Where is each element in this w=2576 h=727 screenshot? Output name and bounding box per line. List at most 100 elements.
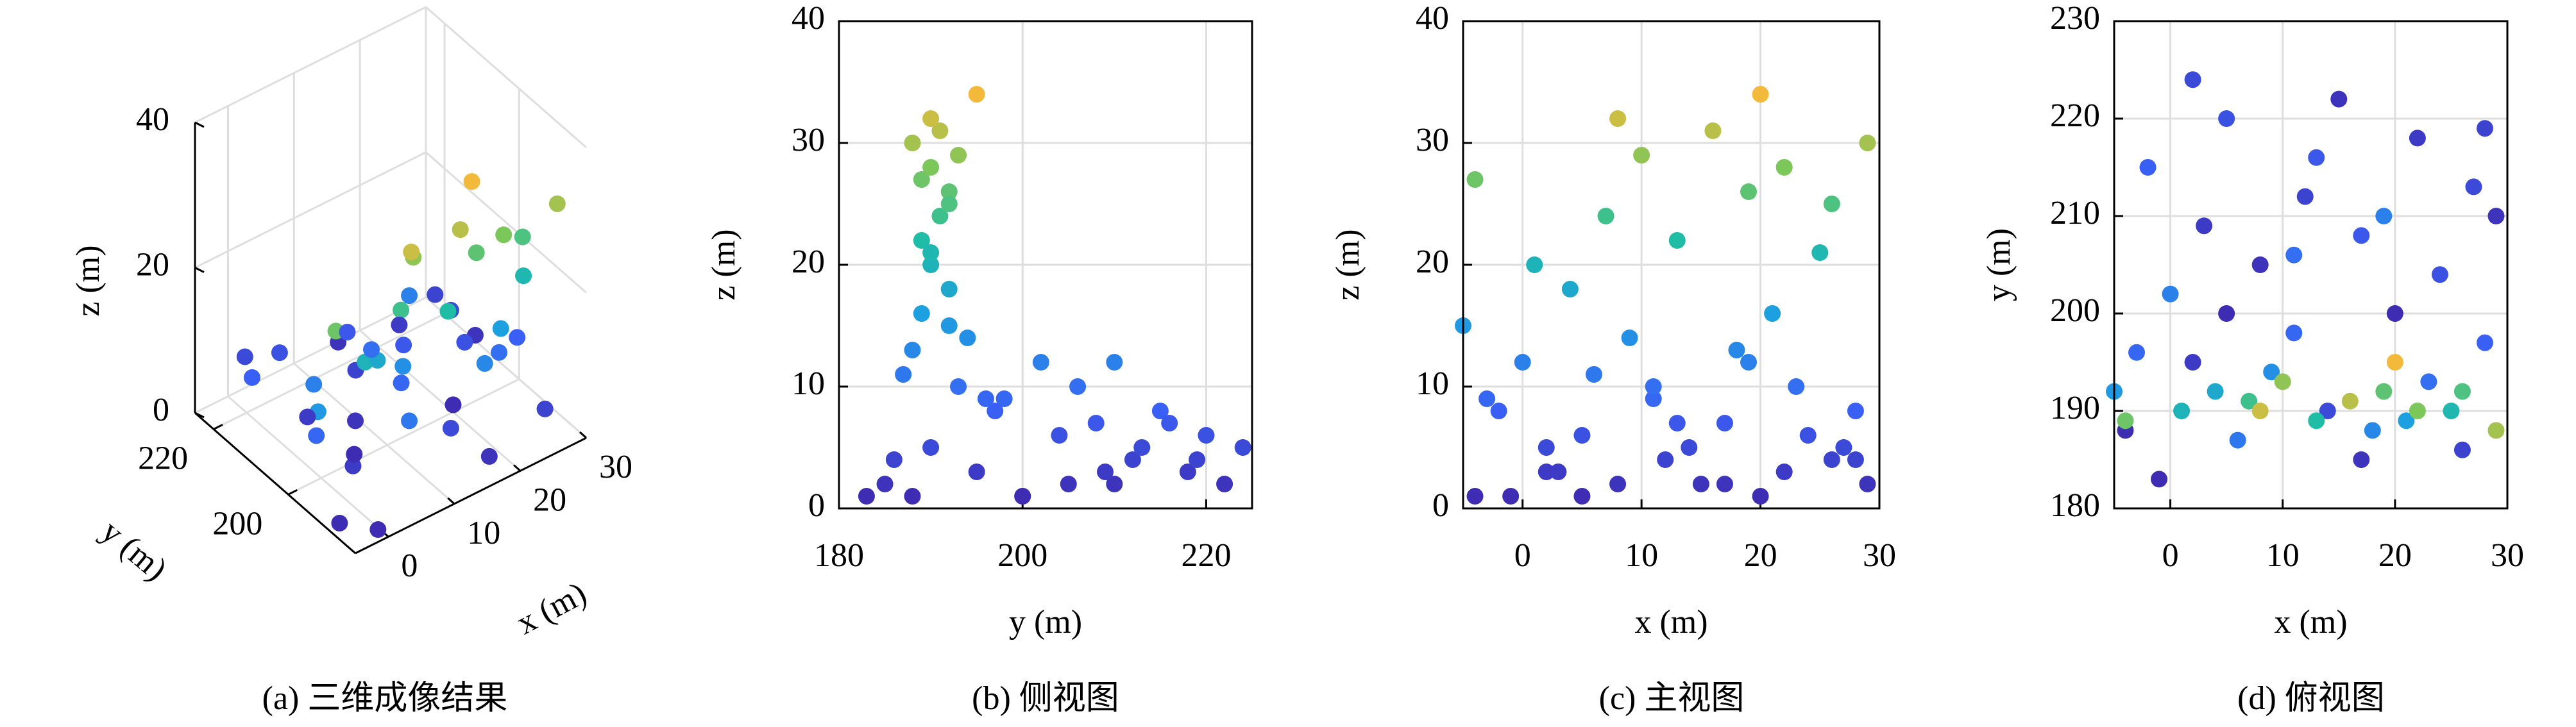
y-tick-label: 220 bbox=[2050, 97, 2100, 134]
point bbox=[2341, 392, 2359, 410]
point bbox=[2308, 149, 2325, 166]
caption: (d) 俯视图 bbox=[2237, 680, 2385, 717]
point bbox=[536, 400, 554, 417]
point bbox=[1668, 415, 1686, 431]
axes-box bbox=[838, 20, 1253, 510]
point bbox=[931, 122, 949, 139]
x-tick-label: 20 bbox=[1744, 537, 1777, 574]
y-axis-label: z (m) bbox=[1330, 229, 1366, 300]
point bbox=[2443, 403, 2460, 419]
point bbox=[940, 281, 958, 297]
z-axis-label: z (m) bbox=[70, 245, 106, 316]
y-axis-label: z (m) bbox=[706, 229, 742, 300]
point bbox=[2487, 208, 2505, 224]
point bbox=[1585, 366, 1602, 383]
point bbox=[2296, 188, 2314, 205]
point bbox=[468, 244, 485, 262]
point bbox=[2487, 422, 2505, 439]
point bbox=[394, 358, 412, 375]
point bbox=[1514, 354, 1531, 371]
point bbox=[2353, 227, 2370, 244]
point bbox=[357, 353, 374, 371]
point bbox=[2386, 305, 2403, 322]
point bbox=[445, 396, 462, 414]
point bbox=[1847, 451, 1864, 468]
point bbox=[1097, 464, 1114, 480]
x-tick-label: 0 bbox=[2162, 537, 2179, 574]
point bbox=[1189, 451, 1206, 468]
point bbox=[427, 286, 444, 303]
point bbox=[2196, 217, 2213, 235]
point bbox=[940, 196, 958, 212]
x-tick bbox=[513, 464, 521, 472]
point bbox=[977, 390, 994, 407]
axes-box bbox=[1462, 20, 1881, 510]
point bbox=[1775, 159, 1793, 176]
point bbox=[495, 226, 513, 244]
point bbox=[950, 147, 967, 163]
point bbox=[922, 256, 940, 273]
point bbox=[1823, 451, 1840, 468]
point bbox=[922, 439, 940, 456]
point bbox=[2308, 412, 2325, 430]
point bbox=[456, 333, 473, 351]
point bbox=[2251, 403, 2269, 419]
x-tick bbox=[579, 431, 588, 439]
point bbox=[463, 173, 480, 190]
z-tick-label: 0 bbox=[153, 392, 169, 428]
point bbox=[1466, 171, 1484, 188]
point bbox=[1087, 415, 1105, 431]
y-tick bbox=[213, 424, 223, 430]
point bbox=[904, 342, 921, 358]
point bbox=[515, 267, 532, 285]
point bbox=[904, 135, 921, 151]
x-tick-label: 180 bbox=[814, 537, 864, 574]
x-tick-label: 30 bbox=[1863, 537, 1896, 574]
point bbox=[2218, 110, 2235, 127]
z-tick bbox=[194, 121, 205, 128]
y-axis-label: y (m) bbox=[1981, 228, 2017, 301]
point bbox=[1106, 354, 1123, 371]
point bbox=[1526, 256, 1543, 273]
x-tick-label: 30 bbox=[599, 449, 632, 485]
point bbox=[1859, 135, 1876, 151]
point bbox=[1633, 147, 1650, 163]
point bbox=[369, 521, 387, 539]
point bbox=[2465, 178, 2482, 196]
point bbox=[1538, 439, 1555, 456]
point bbox=[2330, 90, 2348, 108]
y-tick-label: 30 bbox=[792, 122, 825, 158]
caption: (c) 主视图 bbox=[1599, 680, 1745, 717]
point bbox=[1179, 464, 1196, 480]
point bbox=[913, 171, 930, 188]
grid-line bbox=[425, 151, 587, 294]
point bbox=[2117, 412, 2134, 430]
point bbox=[1645, 378, 1662, 395]
point bbox=[1775, 464, 1793, 480]
point bbox=[1597, 208, 1614, 224]
y-axis bbox=[194, 412, 356, 555]
point bbox=[1716, 415, 1733, 431]
z-tick bbox=[194, 412, 205, 419]
point bbox=[950, 378, 967, 395]
point bbox=[491, 344, 508, 361]
point bbox=[243, 369, 260, 386]
point bbox=[2184, 71, 2201, 88]
point bbox=[1740, 354, 1758, 371]
point bbox=[346, 412, 364, 430]
point bbox=[1668, 232, 1686, 249]
point bbox=[922, 244, 940, 261]
x-axis bbox=[355, 437, 587, 555]
x-tick-label: 20 bbox=[533, 481, 566, 518]
y-tick-label: 210 bbox=[2050, 195, 2100, 231]
grid-line bbox=[213, 313, 445, 430]
point bbox=[1106, 476, 1123, 492]
point bbox=[1032, 354, 1049, 371]
point bbox=[363, 341, 380, 358]
point bbox=[2184, 354, 2201, 371]
point bbox=[339, 323, 356, 340]
z-tick-label: 40 bbox=[136, 101, 169, 138]
point bbox=[876, 476, 894, 492]
point bbox=[2207, 383, 2224, 400]
point bbox=[931, 208, 949, 224]
